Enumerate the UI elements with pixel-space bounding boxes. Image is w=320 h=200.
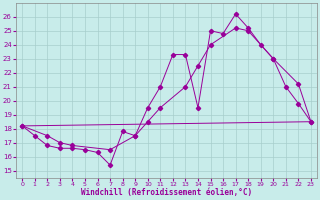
- X-axis label: Windchill (Refroidissement éolien,°C): Windchill (Refroidissement éolien,°C): [81, 188, 252, 197]
